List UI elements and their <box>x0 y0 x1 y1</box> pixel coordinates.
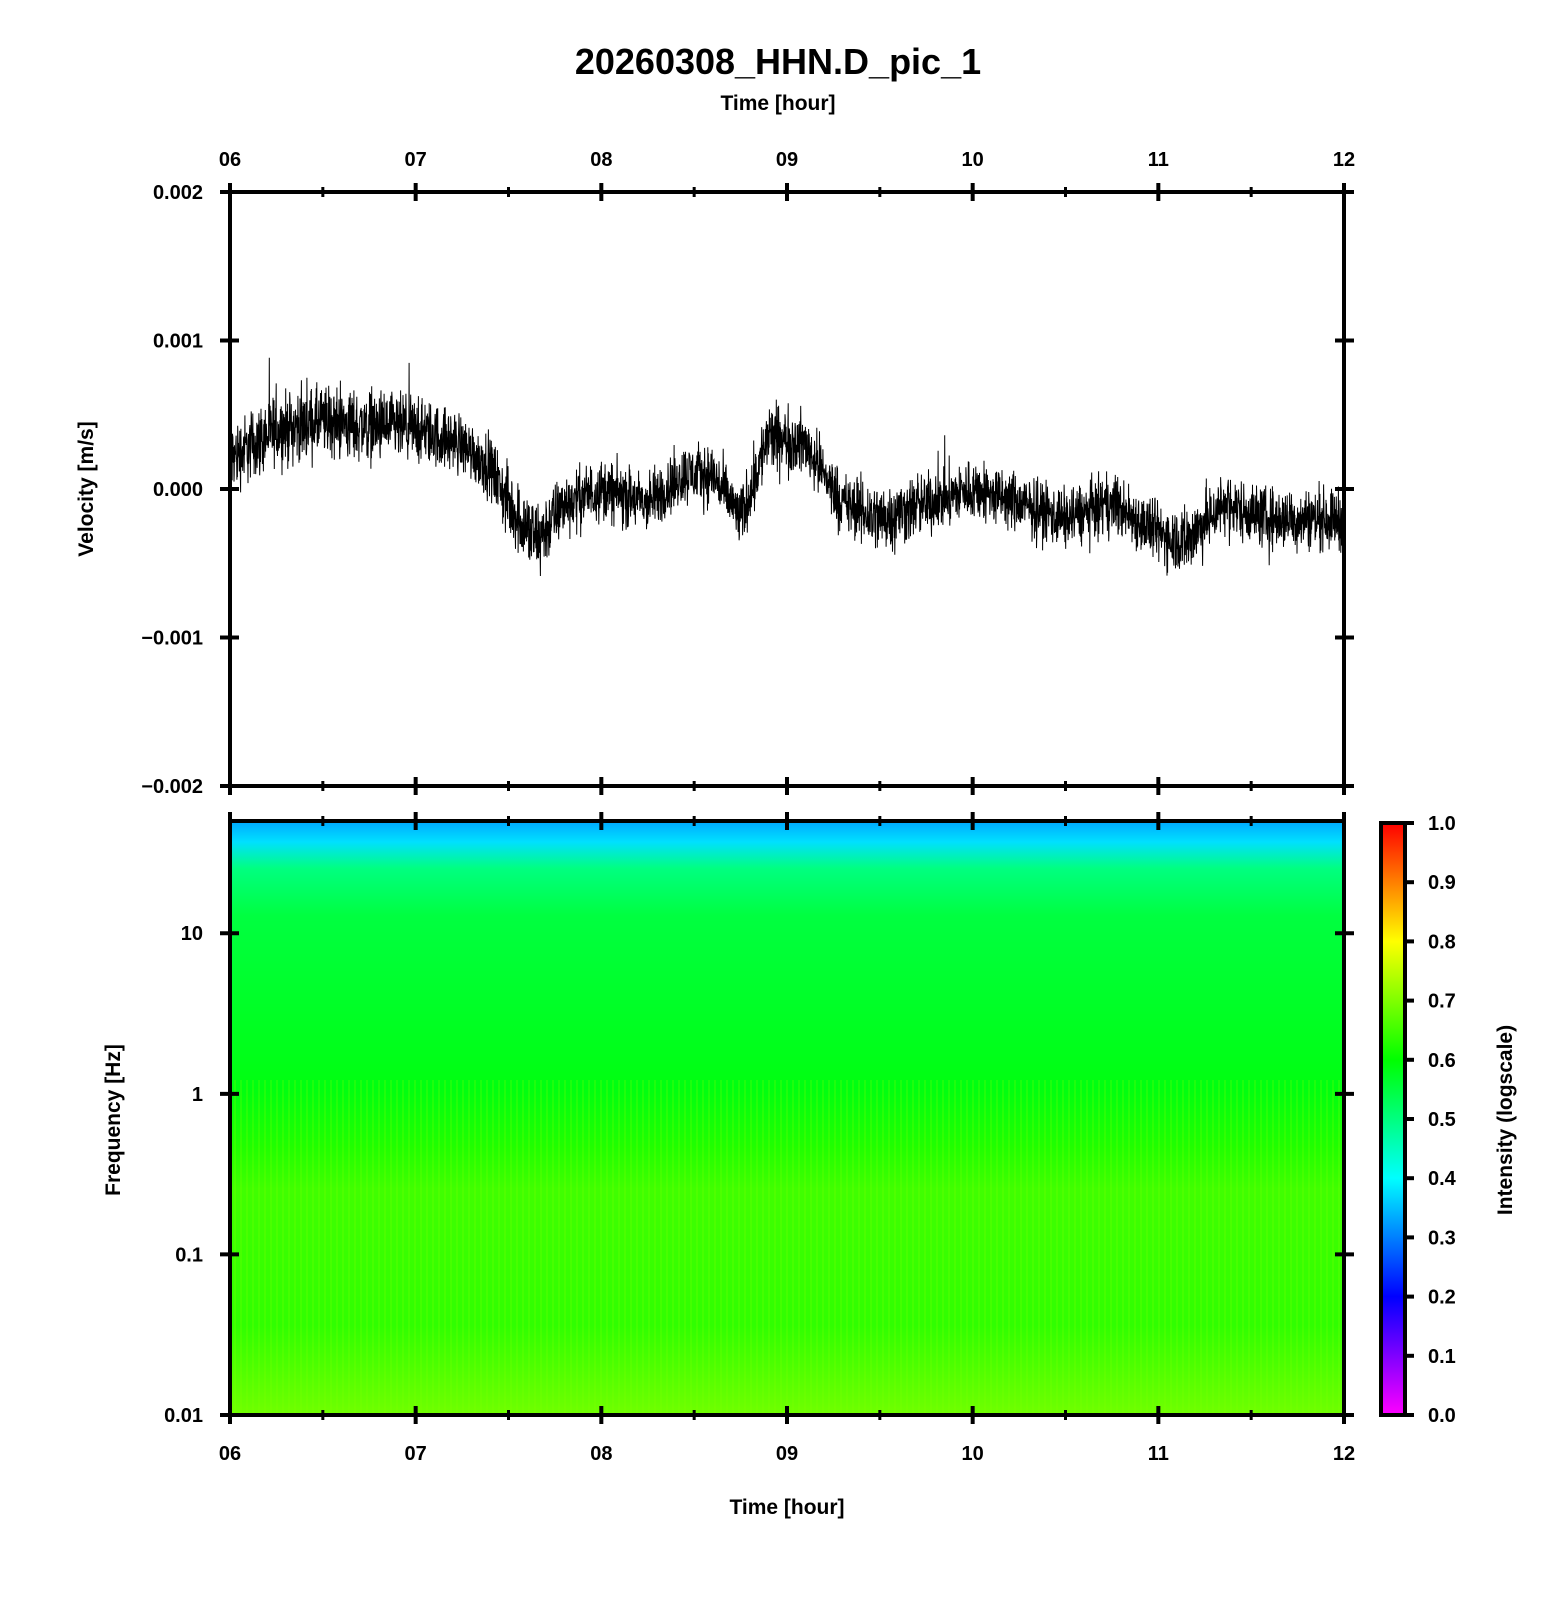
velocity-trace-line <box>229 357 1345 577</box>
colorbar-tick-label: 0.8 <box>1428 931 1456 953</box>
colorbar-tick-label: 0.0 <box>1428 1405 1456 1427</box>
top-x-tick-label: 12 <box>1333 149 1355 171</box>
velocity-y-tick-label: −0.001 <box>141 628 203 650</box>
colorbar-tick-label: 0.6 <box>1428 1050 1456 1072</box>
colorbar-tick-label: 0.9 <box>1428 872 1456 894</box>
velocity-y-tick-label: 0.001 <box>153 331 203 353</box>
bottom-x-tick-label: 08 <box>590 1443 612 1465</box>
colorbar-tick-label: 0.2 <box>1428 1287 1456 1309</box>
top-x-axis-ticks: 06 07 08 09 10 11 12 <box>219 149 1355 795</box>
frequency-y-tick-label: 0.01 <box>164 1405 203 1427</box>
bottom-x-tick-label: 06 <box>219 1443 241 1465</box>
velocity-y-axis-label: Velocity [m/s] <box>75 421 98 556</box>
colorbar-tick-label: 0.5 <box>1428 1109 1456 1131</box>
colorbar-gradient <box>1381 823 1405 1415</box>
velocity-y-tick-label: −0.002 <box>141 776 203 798</box>
top-x-tick-label: 08 <box>590 149 612 171</box>
top-x-tick-label: 09 <box>776 149 798 171</box>
bottom-x-axis-label: Time [hour] <box>729 1496 844 1519</box>
velocity-plot-frame <box>228 190 1346 788</box>
velocity-trace <box>229 357 1345 577</box>
spectrogram-texture <box>230 1080 1344 1415</box>
frequency-y-tick-label: 0.1 <box>175 1244 203 1266</box>
frequency-y-axis-ticks: 10 1 0.1 0.01 <box>164 923 1354 1427</box>
chart-title: 20260308_HHN.D_pic_1 <box>575 41 981 82</box>
frequency-y-tick-label: 10 <box>181 923 203 945</box>
top-x-tick-label: 10 <box>962 149 984 171</box>
velocity-y-tick-label: 0.000 <box>153 479 203 501</box>
top-x-tick-label: 06 <box>219 149 241 171</box>
colorbar-tick-label: 0.1 <box>1428 1346 1456 1368</box>
top-x-tick-label: 11 <box>1148 149 1169 171</box>
top-x-tick-label: 07 <box>405 149 427 171</box>
colorbar-label: Intensity (logscale) <box>1494 1025 1517 1215</box>
top-x-axis-label: Time [hour] <box>720 92 835 115</box>
bottom-x-axis-ticks: 06 07 08 09 10 11 12 <box>219 812 1355 1465</box>
colorbar-tick-label: 1.0 <box>1428 813 1456 835</box>
velocity-y-axis-ticks: 0.002 0.001 0.000 −0.001 −0.002 <box>141 182 1354 798</box>
frequency-y-tick-label: 1 <box>192 1084 203 1106</box>
bottom-x-tick-label: 07 <box>405 1443 427 1465</box>
frequency-y-axis-label: Frequency [Hz] <box>102 1044 125 1196</box>
colorbar-tick-label: 0.3 <box>1428 1227 1456 1249</box>
colorbar-ticks: 1.0 0.9 0.8 0.7 0.6 0.5 0.4 0.3 0.2 0.1 0.0 <box>1403 813 1457 1427</box>
bottom-x-tick-label: 11 <box>1148 1443 1169 1465</box>
bottom-x-tick-label: 10 <box>962 1443 984 1465</box>
bottom-x-tick-label: 12 <box>1333 1443 1355 1465</box>
bottom-x-tick-label: 09 <box>776 1443 798 1465</box>
colorbar-tick-label: 0.4 <box>1428 1168 1457 1190</box>
colorbar-tick-label: 0.7 <box>1428 991 1456 1013</box>
velocity-y-tick-label: 0.002 <box>153 182 203 204</box>
